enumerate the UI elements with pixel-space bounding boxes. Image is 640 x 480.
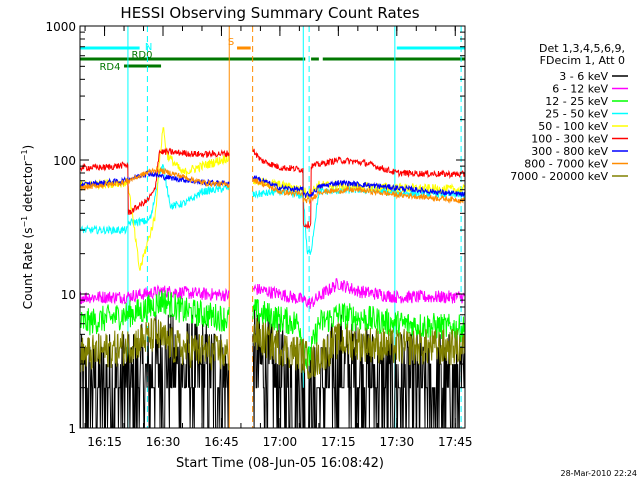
y-axis-label-sup2: −1 bbox=[20, 149, 29, 161]
x-tick-label: 17:15 bbox=[321, 435, 356, 449]
legend-label: 3 - 6 keV bbox=[559, 70, 608, 83]
series-line bbox=[79, 147, 466, 230]
legend: Det 1,3,4,5,6,9,FDecim 1, Att 0 3 - 6 keV… bbox=[510, 42, 628, 183]
series-line bbox=[79, 165, 466, 205]
y-axis-label-mid: detector bbox=[21, 161, 35, 216]
legend-label: 300 - 800 keV bbox=[531, 145, 608, 158]
y-axis-label: Count Rate (s−1 detector−1) bbox=[20, 145, 35, 309]
y-axis-ticks: 1 10 100 1000 bbox=[45, 20, 465, 436]
y-tick-label: 1000 bbox=[45, 20, 76, 34]
y-tick-label: 100 bbox=[53, 154, 76, 168]
series-lines bbox=[79, 127, 466, 429]
series-line bbox=[79, 127, 466, 271]
series-line bbox=[79, 290, 466, 370]
legend-header: Det 1,3,4,5,6,9, bbox=[539, 42, 625, 55]
x-axis-label: Start Time (08-Jun-05 16:08:42) bbox=[176, 456, 384, 471]
legend-label: 25 - 50 keV bbox=[545, 108, 608, 121]
x-tick-label: 16:15 bbox=[87, 435, 122, 449]
series-line bbox=[79, 278, 466, 309]
flag-bar-label: N bbox=[145, 42, 152, 53]
y-axis-label-sup1: −1 bbox=[20, 216, 29, 228]
flag-bar-label: S bbox=[228, 37, 234, 48]
legend-label: 7000 - 20000 keV bbox=[510, 170, 608, 183]
plot-frame bbox=[79, 25, 466, 429]
legend-header: FDecim 1, Att 0 bbox=[540, 54, 625, 67]
y-axis-label-end: ) bbox=[21, 145, 35, 150]
x-tick-label: 17:45 bbox=[438, 435, 473, 449]
x-axis-ticks: 16:15 16:30 16:45 17:00 17:15 17:30 17:45 bbox=[84, 26, 473, 449]
x-tick-label: 17:00 bbox=[263, 435, 298, 449]
y-axis-label-base: Count Rate (s bbox=[21, 228, 35, 310]
flag-bar-label: RD0 bbox=[131, 50, 152, 61]
legend-label: 800 - 7000 keV bbox=[524, 158, 608, 171]
chart-title: HESSI Observing Summary Count Rates bbox=[120, 4, 419, 22]
timestamp: 28-Mar-2010 22:24 bbox=[561, 469, 638, 478]
x-tick-label: 17:30 bbox=[380, 435, 415, 449]
y-tick-label: 10 bbox=[61, 288, 76, 302]
legend-label: 12 - 25 keV bbox=[545, 95, 608, 108]
legend-label: 100 - 300 keV bbox=[531, 133, 608, 146]
y-tick-label: 1 bbox=[68, 422, 76, 436]
x-tick-label: 16:45 bbox=[204, 435, 239, 449]
x-tick-label: 16:30 bbox=[146, 435, 181, 449]
flag-bars: N S RD0 RD4 bbox=[80, 37, 465, 73]
vertical-markers bbox=[127, 26, 462, 428]
legend-label: 6 - 12 keV bbox=[552, 83, 608, 96]
legend-label: 50 - 100 keV bbox=[538, 120, 608, 133]
flag-bar-label: RD4 bbox=[99, 62, 120, 73]
series-line bbox=[79, 316, 466, 379]
